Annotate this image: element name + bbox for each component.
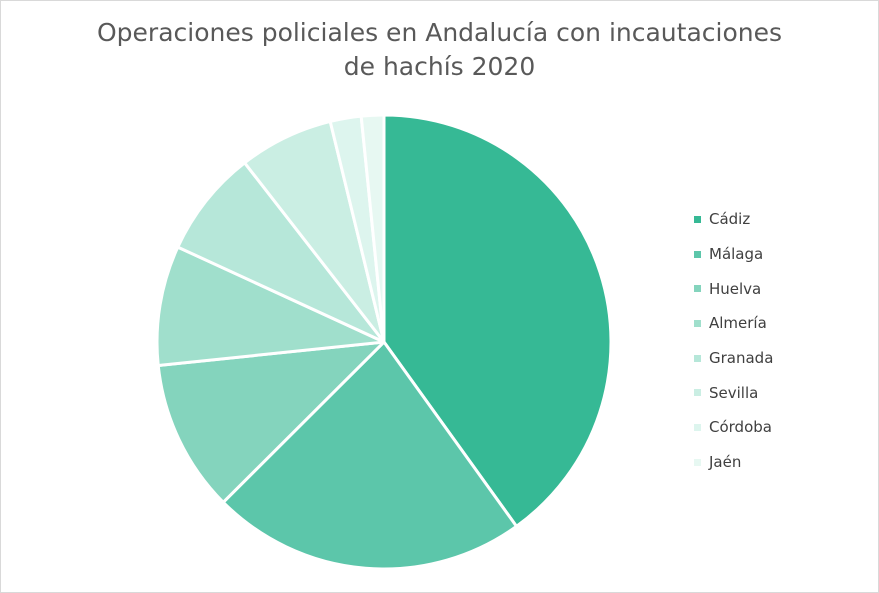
legend-item-cordoba: Córdoba bbox=[694, 410, 773, 445]
legend-swatch bbox=[694, 319, 701, 327]
legend-label: Jaén bbox=[709, 453, 742, 472]
pie-slice-granada bbox=[176, 161, 386, 344]
legend-label: Málaga bbox=[709, 245, 764, 264]
legend-item-almeria: Almería bbox=[694, 306, 773, 341]
legend-label: Córdoba bbox=[709, 418, 772, 437]
legend-swatch bbox=[694, 458, 701, 466]
pie-slice-jaen bbox=[359, 113, 386, 344]
legend-item-malaga: Málaga bbox=[694, 237, 773, 272]
legend-swatch bbox=[694, 215, 701, 223]
legend-swatch bbox=[694, 389, 701, 397]
legend-swatch bbox=[694, 250, 701, 258]
pie-slice-huelva bbox=[156, 340, 386, 504]
legend-label: Huelva bbox=[709, 279, 762, 298]
legend-item-jaen: Jaén bbox=[694, 445, 773, 480]
legend-swatch bbox=[694, 423, 701, 431]
legend-swatch bbox=[694, 285, 701, 293]
legend-label: Sevilla bbox=[709, 383, 759, 402]
legend-label: Almería bbox=[709, 314, 767, 333]
pie-slice-cadiz bbox=[382, 113, 613, 528]
legend-label: Granada bbox=[709, 349, 774, 368]
legend-item-granada: Granada bbox=[694, 341, 773, 376]
legend-item-huelva: Huelva bbox=[694, 271, 773, 306]
legend-item-sevilla: Sevilla bbox=[694, 375, 773, 410]
chart-title-line-1: Operaciones policiales en Andalucía con … bbox=[96, 18, 783, 47]
legend: Cádiz Málaga Huelva Almería Granada Sevilla Có… bbox=[694, 202, 773, 480]
legend-label: Cádiz bbox=[709, 210, 751, 229]
chart-title: Operaciones policiales en Andalucía con … bbox=[0, 16, 879, 84]
pie-slice-malaga bbox=[221, 340, 519, 571]
chart-title-line-2: de hachís 2020 bbox=[343, 52, 536, 81]
pie-slice-almeria bbox=[155, 245, 386, 368]
legend-item-cadiz: Cádiz bbox=[694, 202, 773, 237]
legend-swatch bbox=[694, 354, 701, 362]
